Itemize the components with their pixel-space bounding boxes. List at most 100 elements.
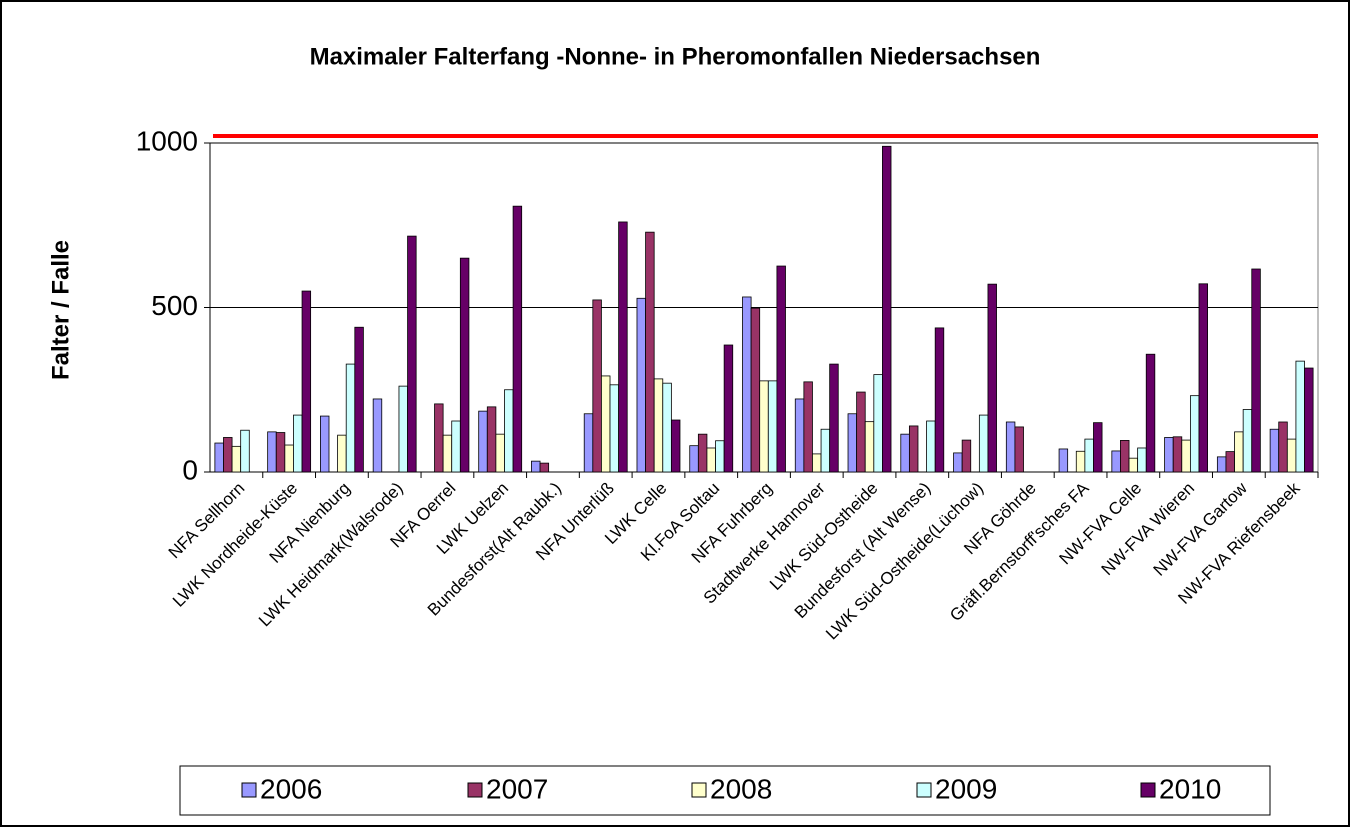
y-tick-label: 500	[151, 290, 198, 321]
y-tick-label: 1000	[136, 125, 198, 156]
bar	[345, 363, 356, 473]
bar	[601, 375, 611, 473]
bar	[459, 257, 470, 473]
bar	[882, 145, 892, 473]
bar	[592, 299, 602, 473]
bar	[293, 414, 303, 473]
bar	[1198, 283, 1208, 473]
bar	[240, 429, 250, 473]
bar	[320, 415, 330, 473]
bar	[1242, 409, 1253, 473]
legend-swatch	[916, 782, 932, 798]
bar	[275, 432, 286, 473]
bar	[794, 398, 805, 473]
legend-swatch	[467, 782, 483, 798]
bar	[759, 380, 769, 473]
bar	[1093, 422, 1103, 473]
bar	[504, 389, 514, 473]
bar	[812, 453, 822, 473]
bar	[223, 437, 233, 473]
bar	[829, 363, 839, 473]
bar	[1189, 395, 1200, 473]
bar	[645, 231, 655, 473]
bar	[776, 265, 786, 473]
bar	[1295, 360, 1305, 473]
bar	[301, 290, 312, 473]
legend-swatch	[241, 782, 257, 798]
bar	[1225, 451, 1235, 473]
bar	[1111, 450, 1121, 473]
legend-swatch	[691, 782, 707, 798]
bar	[670, 419, 681, 473]
legend	[179, 765, 1271, 816]
bar	[689, 445, 699, 473]
bar	[1278, 421, 1288, 473]
bar	[442, 434, 453, 473]
bar	[486, 406, 497, 473]
bar	[662, 382, 672, 473]
bar	[706, 447, 716, 473]
bar	[495, 433, 505, 473]
bar	[354, 326, 364, 473]
bar	[1234, 431, 1244, 473]
bar	[1164, 437, 1174, 473]
bar	[1269, 428, 1280, 473]
bar	[715, 440, 725, 473]
bar	[847, 413, 858, 473]
bar	[1084, 438, 1094, 473]
bar	[1128, 457, 1139, 473]
bar	[978, 414, 989, 473]
bar	[864, 421, 875, 473]
bar	[434, 403, 444, 473]
bar	[820, 428, 831, 473]
bar	[609, 384, 620, 473]
bar	[926, 420, 936, 473]
bar	[1120, 440, 1130, 473]
bar	[908, 425, 919, 473]
bar	[267, 431, 277, 473]
bar	[1137, 447, 1147, 473]
bar	[512, 205, 523, 473]
bar	[1172, 436, 1183, 473]
bar	[214, 442, 224, 473]
bar	[1058, 448, 1069, 473]
legend-swatch	[1140, 782, 1156, 798]
legend-label: 2009	[935, 773, 997, 804]
bar	[1251, 268, 1261, 473]
bar	[653, 378, 664, 473]
bar	[539, 462, 550, 473]
bar	[953, 452, 963, 473]
legend-label: 2007	[486, 773, 548, 804]
chart-title: Maximaler Falterfang -Nonne- in Pheromon…	[310, 43, 1041, 70]
legend-label: 2006	[260, 773, 322, 804]
bar	[407, 235, 417, 473]
bar	[1005, 421, 1016, 473]
bar	[1014, 426, 1024, 473]
y-tick-label: 0	[182, 454, 198, 485]
bar	[583, 413, 594, 473]
bar	[750, 307, 761, 473]
bar	[1145, 353, 1156, 473]
bar	[987, 283, 997, 473]
bar	[531, 460, 541, 473]
bar	[1286, 438, 1297, 473]
bar	[231, 445, 242, 473]
bar	[618, 221, 628, 473]
bar	[803, 381, 813, 473]
bar	[372, 398, 383, 473]
bar	[451, 420, 461, 473]
bar	[478, 410, 488, 473]
bar	[398, 385, 408, 473]
bar	[284, 444, 294, 473]
legend-label: 2010	[1159, 773, 1221, 804]
bar	[1304, 367, 1314, 473]
bar	[636, 297, 646, 473]
bar	[961, 439, 972, 473]
bar	[856, 391, 866, 473]
bar	[900, 433, 910, 473]
bar	[873, 374, 883, 473]
bar	[1181, 439, 1191, 473]
bar	[934, 327, 945, 473]
